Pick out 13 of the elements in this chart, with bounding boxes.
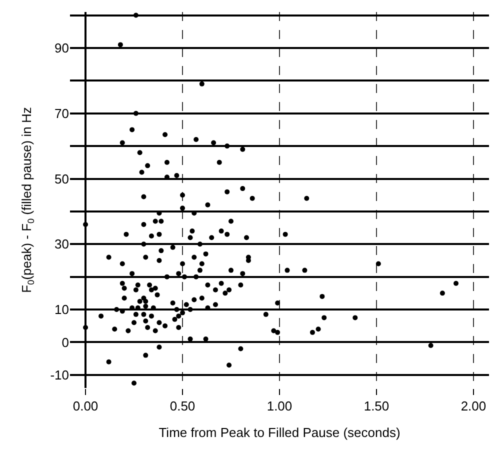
y-tick-label: 90 [54, 40, 69, 56]
y-tick-label: 50 [54, 171, 69, 186]
x-tick-label: 0.00 [72, 398, 98, 414]
x-tick-label: 2.00 [460, 398, 486, 414]
x-tick-label: 1.00 [266, 398, 292, 414]
y-tick-label: 0 [62, 334, 69, 350]
x-tick-label: 0.50 [170, 398, 196, 414]
x-axis-title: Time from Peak to Filled Pause (seconds) [158, 425, 400, 440]
y-tick-label: 30 [54, 236, 69, 252]
y-tick-label: -10 [50, 367, 69, 382]
y-tick-label: 10 [54, 302, 69, 318]
y-tick-label: 70 [54, 106, 69, 121]
x-tick-label: 1.50 [364, 398, 390, 414]
